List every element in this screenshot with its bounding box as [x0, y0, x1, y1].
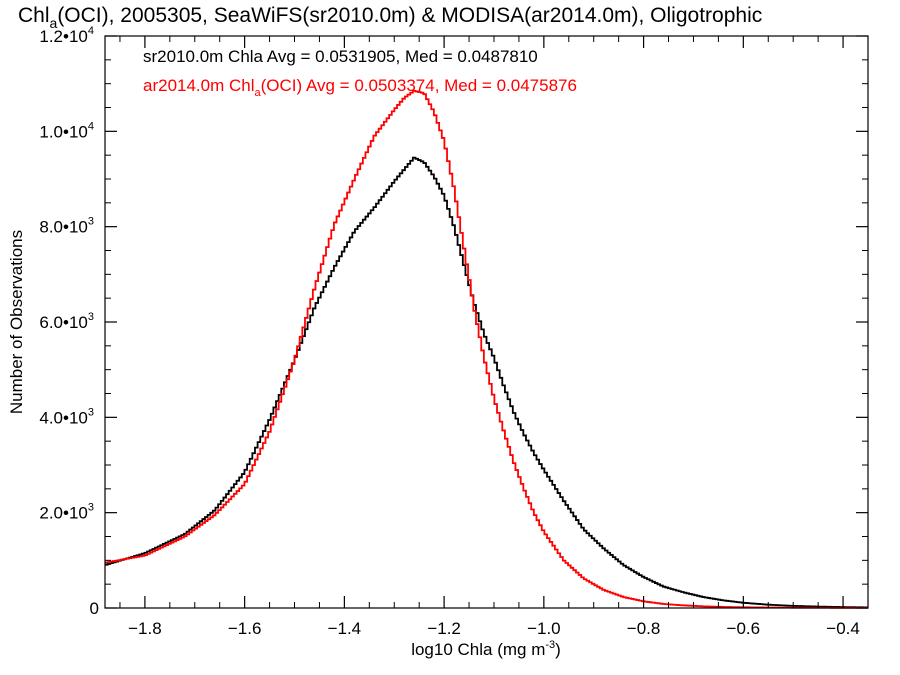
y-tick-label: 1.0•104 [39, 120, 94, 141]
annotations: sr2010.0m Chla Avg = 0.0531905, Med = 0.… [143, 47, 577, 99]
x-tick-label: −0.6 [727, 619, 761, 638]
series-line-2 [105, 89, 868, 609]
x-tick-label: −0.8 [627, 619, 661, 638]
x-tick-label: −1.6 [228, 619, 262, 638]
chart-title: Chla(OCI), 2005305, SeaWiFS(sr2010.0m) &… [18, 4, 762, 31]
x-tick-label: −1.4 [328, 619, 362, 638]
annotation-1: sr2010.0m Chla Avg = 0.0531905, Med = 0.… [143, 47, 538, 66]
y-tick-label: 8.0•103 [39, 216, 94, 237]
x-axis-label: log10 Chla (mg m-3) [411, 639, 561, 659]
x-tick-label: −1.8 [128, 619, 162, 638]
y-axis: 0 2.0•103 4.0•103 6.0•103 8.0•103 1.0•104 1.2•… [39, 25, 868, 618]
y-tick-label: 0 [90, 599, 99, 618]
x-tick-label: −1.2 [427, 619, 461, 638]
x-axis: −1.8 −1.6 −1.4 −1.2 −1.0 −0.8 −0.6 −0.4 [119, 36, 860, 638]
y-axis-label: Number of Observations [7, 230, 26, 414]
x-tick-label: −1.0 [527, 619, 561, 638]
y-tick-label: 1.2•104 [39, 25, 94, 46]
y-tick-label: 2.0•103 [39, 502, 94, 523]
series-line-1 [105, 156, 868, 609]
x-tick-label: −0.4 [826, 619, 860, 638]
plot-frame [104, 35, 869, 609]
series-lines [105, 89, 868, 609]
annotation-2: ar2014.0m Chla(OCI) Avg = 0.0503374, Med… [143, 76, 577, 99]
y-tick-label: 6.0•103 [39, 311, 94, 332]
y-tick-label: 4.0•103 [39, 406, 94, 427]
